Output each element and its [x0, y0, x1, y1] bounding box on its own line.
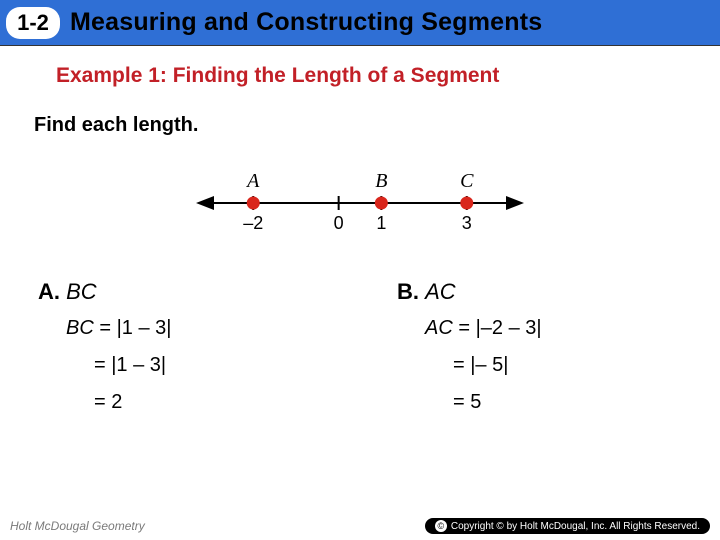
part-b-step-2: = |– 5| [453, 354, 686, 377]
svg-text:C: C [460, 170, 474, 192]
copyright-icon: © [435, 520, 447, 532]
example-title: Example 1: Finding the Length of a Segme… [56, 64, 686, 88]
part-b: B. AC AC = |–2 – 3| = |– 5| = 5 [397, 279, 686, 428]
step-rhs: = |1 – 3| [94, 354, 166, 376]
part-a-var: BC [66, 279, 97, 304]
step-lhs: AC [425, 317, 453, 339]
svg-text:B: B [375, 170, 387, 192]
svg-text:A: A [245, 170, 260, 192]
step-rhs: = |1 – 3| [99, 317, 171, 339]
part-a-label: A. BC [38, 279, 327, 305]
step-rhs: = 5 [453, 391, 481, 413]
header-bar: 1-2 Measuring and Constructing Segments [0, 0, 720, 46]
svg-text:3: 3 [462, 213, 472, 233]
copyright-text: Copyright © by Holt McDougal, Inc. All R… [451, 521, 700, 532]
step-rhs: = |– 5| [453, 354, 508, 376]
footer-brand: Holt McDougal Geometry [10, 519, 145, 533]
footer-bar: Holt McDougal Geometry © Copyright © by … [0, 512, 720, 540]
step-lhs: BC [66, 317, 94, 339]
part-a-step-1: BC = |1 – 3| [66, 317, 327, 340]
step-rhs: = 2 [94, 391, 122, 413]
part-b-prefix: B. [397, 279, 419, 304]
part-a-prefix: A. [38, 279, 60, 304]
part-a: A. BC BC = |1 – 3| = |1 – 3| = 2 [38, 279, 327, 428]
chapter-title: Measuring and Constructing Segments [70, 8, 542, 37]
svg-text:1: 1 [376, 213, 386, 233]
number-line-svg: –2 0 1 3 A B C [180, 155, 540, 255]
part-a-step-3: = 2 [94, 391, 327, 414]
svg-text:0: 0 [334, 213, 344, 233]
part-b-step-1: AC = |–2 – 3| [425, 317, 686, 340]
part-b-step-3: = 5 [453, 391, 686, 414]
svg-text:–2: –2 [243, 213, 263, 233]
part-b-label: B. AC [397, 279, 686, 305]
part-a-step-2: = |1 – 3| [94, 354, 327, 377]
slide-content: Example 1: Finding the Length of a Segme… [0, 46, 720, 428]
number-line-figure: –2 0 1 3 A B C [34, 155, 686, 255]
part-b-var: AC [425, 279, 456, 304]
copyright-pill: © Copyright © by Holt McDougal, Inc. All… [425, 518, 710, 534]
instruction-text: Find each length. [34, 114, 686, 137]
solution-columns: A. BC BC = |1 – 3| = |1 – 3| = 2 B. AC A… [34, 279, 686, 428]
lesson-number-box: 1-2 [6, 7, 60, 39]
step-rhs: = |–2 – 3| [458, 317, 541, 339]
